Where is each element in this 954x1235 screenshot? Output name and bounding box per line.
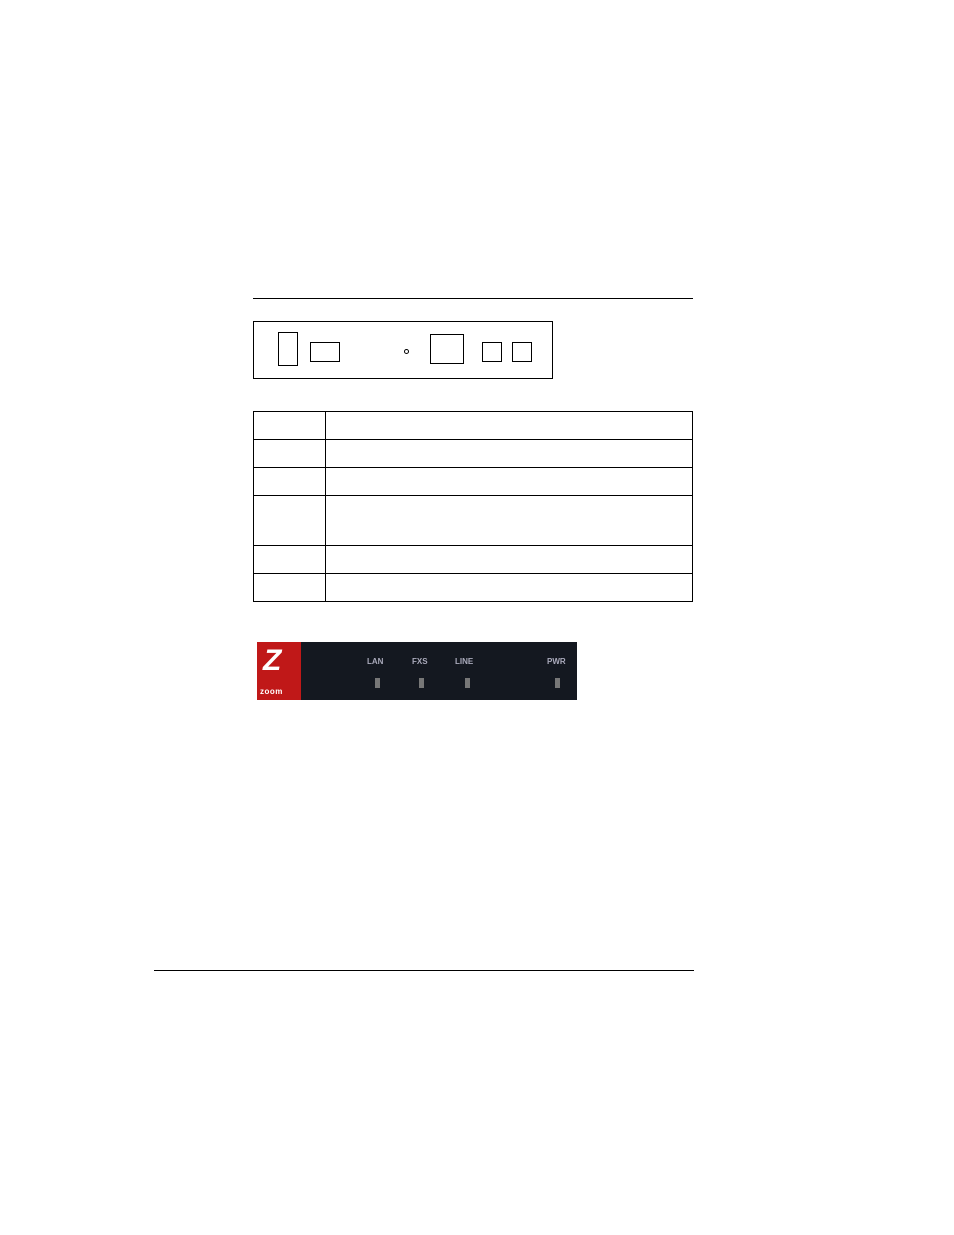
ports-table-header xyxy=(254,440,326,468)
ports-table-header xyxy=(254,574,326,602)
ports-table-header xyxy=(254,412,326,440)
brand-word: zoom xyxy=(260,688,283,696)
section-divider-bottom xyxy=(154,970,694,971)
led-label-pwr: PWR xyxy=(547,658,566,666)
brand-letter: Z xyxy=(263,646,281,676)
ports-table-header xyxy=(254,496,326,546)
led-pwr xyxy=(555,678,560,688)
rear-port-line1 xyxy=(482,342,502,362)
ports-table-cell xyxy=(326,412,693,440)
rear-port-line2 xyxy=(512,342,532,362)
ports-table-cell xyxy=(326,574,693,602)
ports-table-cell xyxy=(326,546,693,574)
section-divider-top xyxy=(253,298,693,299)
ports-table xyxy=(253,411,693,602)
ports-table-cell xyxy=(326,468,693,496)
ports-table-cell xyxy=(326,440,693,468)
rear-port-phone xyxy=(430,334,464,364)
brand-logo: Z zoom xyxy=(257,642,301,700)
ports-table-header xyxy=(254,468,326,496)
ports-table-header xyxy=(254,546,326,574)
rear-port-reset xyxy=(404,349,409,354)
led-line xyxy=(465,678,470,688)
front-panel-photo: Z zoom LAN FXS LINE PWR xyxy=(257,642,577,700)
ports-table-cell xyxy=(326,496,693,546)
led-lan xyxy=(375,678,380,688)
rear-port-pwr xyxy=(278,332,298,366)
led-label-line: LINE xyxy=(455,658,473,666)
led-fxs xyxy=(419,678,424,688)
rear-panel-diagram xyxy=(253,321,553,379)
led-label-fxs: FXS xyxy=(412,658,428,666)
led-label-lan: LAN xyxy=(367,658,383,666)
rear-port-lan xyxy=(310,342,340,362)
